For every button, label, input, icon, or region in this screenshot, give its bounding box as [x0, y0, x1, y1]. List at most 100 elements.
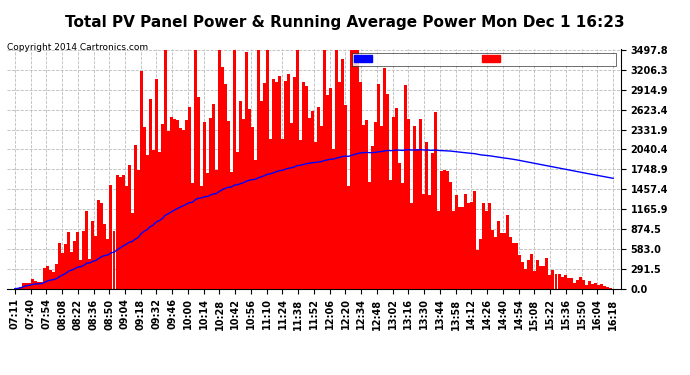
- Bar: [155, 80, 157, 289]
- Bar: [404, 85, 407, 289]
- Bar: [467, 203, 471, 289]
- Bar: [290, 123, 293, 289]
- Bar: [19, 286, 22, 289]
- Bar: [299, 141, 302, 289]
- Bar: [395, 108, 398, 289]
- Bar: [227, 122, 230, 289]
- Bar: [575, 280, 578, 289]
- Bar: [101, 203, 104, 289]
- Bar: [148, 99, 152, 289]
- Bar: [161, 124, 164, 289]
- Bar: [317, 107, 320, 289]
- Bar: [179, 128, 181, 289]
- Bar: [434, 112, 437, 289]
- Bar: [263, 83, 266, 289]
- Bar: [602, 286, 606, 289]
- Bar: [440, 171, 443, 289]
- Bar: [420, 118, 422, 289]
- Bar: [522, 262, 524, 289]
- Bar: [536, 260, 540, 289]
- Bar: [194, 50, 197, 289]
- Bar: [308, 118, 311, 289]
- Bar: [374, 122, 377, 289]
- Bar: [233, 50, 236, 289]
- Bar: [121, 176, 124, 289]
- Bar: [546, 258, 549, 289]
- Bar: [527, 260, 531, 289]
- Bar: [77, 232, 79, 289]
- Bar: [471, 202, 473, 289]
- Bar: [128, 165, 130, 289]
- Bar: [70, 252, 73, 289]
- Bar: [296, 50, 299, 289]
- Bar: [359, 82, 362, 289]
- Bar: [401, 183, 404, 289]
- Bar: [254, 160, 257, 289]
- Bar: [533, 271, 536, 289]
- Bar: [137, 170, 139, 289]
- Bar: [371, 146, 374, 289]
- Bar: [43, 268, 46, 289]
- Bar: [489, 203, 491, 289]
- Bar: [566, 279, 569, 289]
- Bar: [542, 266, 546, 289]
- Bar: [34, 281, 37, 289]
- Bar: [88, 258, 92, 289]
- Bar: [600, 284, 602, 289]
- Bar: [449, 182, 452, 289]
- Bar: [224, 84, 227, 289]
- Bar: [497, 221, 500, 289]
- Bar: [185, 120, 188, 289]
- Bar: [86, 211, 88, 289]
- Bar: [518, 255, 522, 289]
- Bar: [73, 241, 77, 289]
- Bar: [59, 243, 61, 289]
- Bar: [28, 283, 31, 289]
- Bar: [106, 239, 110, 289]
- Bar: [190, 183, 194, 289]
- Bar: [446, 171, 449, 289]
- Bar: [524, 268, 527, 289]
- Bar: [591, 284, 593, 289]
- Bar: [485, 211, 489, 289]
- Bar: [564, 275, 566, 289]
- Bar: [416, 149, 420, 289]
- Bar: [257, 50, 260, 289]
- Bar: [278, 76, 281, 289]
- Bar: [491, 230, 494, 289]
- Bar: [305, 87, 308, 289]
- Bar: [293, 77, 296, 289]
- Bar: [464, 195, 467, 289]
- Bar: [494, 237, 497, 289]
- Bar: [31, 279, 34, 289]
- Bar: [392, 117, 395, 289]
- Bar: [40, 282, 43, 289]
- Bar: [569, 278, 573, 289]
- Bar: [236, 152, 239, 289]
- Bar: [139, 71, 143, 289]
- Bar: [356, 50, 359, 289]
- Legend: Average  (DC Watts), PV Panels  (DC Watts): Average (DC Watts), PV Panels (DC Watts): [352, 53, 616, 66]
- Bar: [462, 207, 464, 289]
- Bar: [208, 118, 212, 289]
- Bar: [157, 152, 161, 289]
- Bar: [452, 211, 455, 289]
- Bar: [476, 251, 480, 289]
- Bar: [215, 170, 218, 289]
- Bar: [344, 105, 347, 289]
- Bar: [248, 109, 250, 289]
- Bar: [104, 224, 106, 289]
- Bar: [437, 211, 440, 289]
- Bar: [110, 185, 112, 289]
- Bar: [82, 231, 86, 289]
- Bar: [515, 243, 518, 289]
- Bar: [79, 260, 82, 289]
- Bar: [115, 175, 119, 289]
- Bar: [377, 84, 380, 289]
- Bar: [311, 111, 314, 289]
- Bar: [431, 153, 434, 289]
- Bar: [597, 285, 600, 289]
- Bar: [221, 67, 224, 289]
- Bar: [386, 94, 389, 289]
- Bar: [347, 186, 350, 289]
